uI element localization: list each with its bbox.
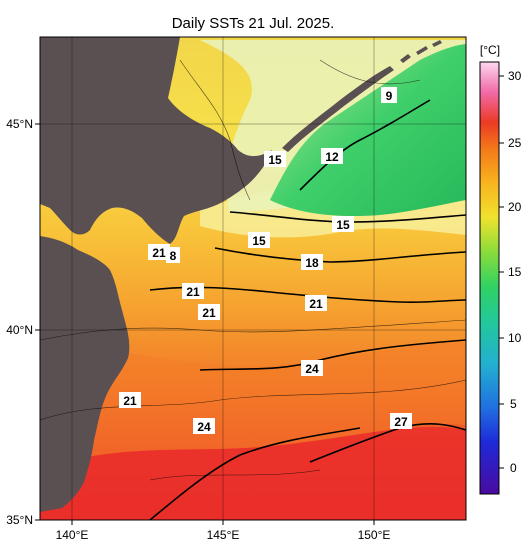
contour-label-18: 18 [301,254,323,270]
contour-label-21-b: 21 [198,304,220,320]
svg-text:15: 15 [268,153,282,167]
contour-label-27: 27 [390,413,412,429]
svg-text:8: 8 [170,249,177,263]
colorbar-ramp [479,61,500,495]
colorbar-label-10: 10 [508,331,522,345]
cold-water-zone [270,44,466,217]
kuril-islets [400,40,442,63]
contour-label-15-east: 15 [332,216,354,232]
colorbar-label-15: 15 [508,265,522,279]
svg-text:18: 18 [305,256,319,270]
thin-contour [319,59,421,85]
kuril-islands [282,66,394,152]
colorbar-label-30: 30 [508,69,522,83]
thin-contour [40,379,466,421]
svg-text:24: 24 [305,362,319,376]
svg-text:24: 24 [197,420,211,434]
map-panel: 9 12 15 15 15 18 21 21 [40,37,466,520]
svg-text:21: 21 [202,306,216,320]
thin-contours [40,59,466,481]
axis-ticks [35,123,375,525]
map-title: Daily SSTs 21 Jul. 2025. [172,15,335,32]
graticule [40,37,466,520]
contour-label-24-east: 24 [301,360,323,376]
contour-label-21-east: 21 [305,295,327,311]
isotherm-12 [299,99,431,191]
contour-label-21-d: 21 [119,392,141,408]
contour-label-12: 12 [321,148,343,164]
colorbar-label-20: 20 [508,200,522,214]
lat-label-45: 45°N [6,117,33,131]
colorbar: [°C] 30 25 20 15 10 5 0 [479,43,522,495]
warm-water-zone [40,424,466,520]
isotherm-24-south [199,339,466,371]
contour-label-21-a: 21 [182,283,204,299]
lat-label-35: 35°N [6,513,33,527]
honshu-landmass [40,236,130,512]
isotherm-18 [214,247,466,263]
colorbar-ticks [499,75,504,469]
svg-text:27: 27 [394,415,408,429]
colorbar-unit: [°C] [480,43,500,57]
map-frame [39,36,467,521]
isotherm-24-north [149,427,361,520]
contour-label-21-c: 21 [148,244,170,260]
thin-contour [149,469,321,481]
lon-label-140: 140°E [56,528,89,542]
contour-label-9: 9 [381,87,397,103]
svg-text:21: 21 [123,394,137,408]
colorbar-label-5: 5 [510,397,517,411]
lon-label-145: 145°E [207,528,240,542]
svg-text:21: 21 [309,297,323,311]
lon-label-150: 150°E [358,528,391,542]
contour-label-15-west: 15 [248,232,270,248]
svg-text:15: 15 [252,234,266,248]
contour-label-15-north: 15 [264,151,286,167]
hokkaido-landmass [40,37,272,244]
colorbar-label-0: 0 [510,461,517,475]
lat-label-40: 40°N [6,323,33,337]
svg-text:12: 12 [325,150,339,164]
contour-label-8: 8 [166,247,180,263]
svg-text:21: 21 [186,285,200,299]
thin-contour [40,319,466,341]
svg-text:15: 15 [336,218,350,232]
thin-contour [179,59,251,201]
svg-text:21: 21 [152,246,166,260]
sakhalin-landmass [130,37,147,74]
warm-orange-zone [40,330,466,470]
contour-label-24-south: 24 [193,418,215,434]
svg-text:9: 9 [386,89,393,103]
colorbar-label-25: 25 [508,136,522,150]
